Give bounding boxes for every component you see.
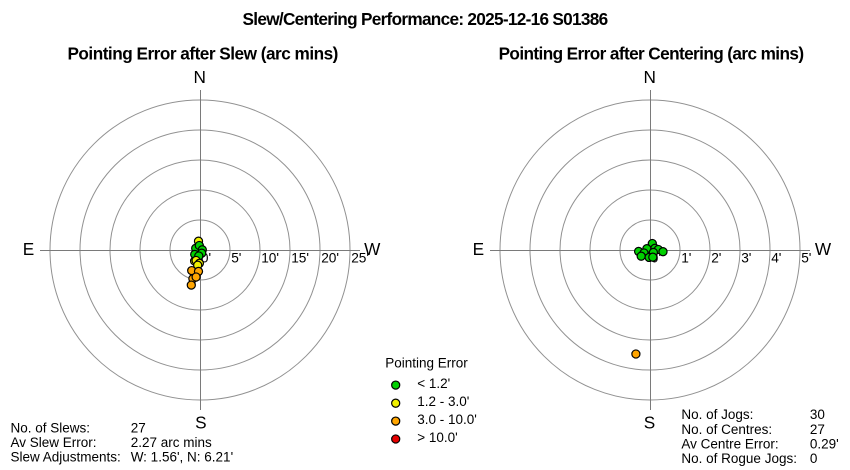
svg-text:2': 2' [711, 251, 721, 266]
svg-text:S: S [195, 413, 206, 433]
svg-text:Slew/Centering Performance: 20: Slew/Centering Performance: 2025-12-16 S… [243, 9, 608, 29]
svg-text:W: 1.56', N: 6.21': W: 1.56', N: 6.21' [131, 450, 233, 465]
svg-text:Pointing Error after Centering: Pointing Error after Centering (arc mins… [499, 44, 804, 64]
svg-text:27: 27 [131, 420, 146, 435]
svg-text:25': 25' [351, 251, 369, 266]
svg-text:3': 3' [741, 251, 751, 266]
svg-text:Av Slew Error:: Av Slew Error: [11, 435, 97, 450]
svg-text:N: N [193, 67, 205, 87]
svg-text:S: S [644, 413, 655, 433]
svg-text:15': 15' [291, 251, 309, 266]
svg-text:2.27 arc mins: 2.27 arc mins [131, 435, 212, 450]
svg-text:W: W [364, 239, 381, 259]
svg-text:30: 30 [810, 407, 825, 422]
svg-text:10': 10' [261, 251, 279, 266]
svg-text:Slew Adjustments:: Slew Adjustments: [11, 450, 121, 465]
svg-text:> 10.0': > 10.0' [417, 430, 458, 445]
svg-text:3.0 - 10.0': 3.0 - 10.0' [417, 412, 477, 427]
svg-text:Av Centre Error:: Av Centre Error: [681, 436, 778, 451]
svg-text:4': 4' [771, 251, 781, 266]
svg-text:0': 0' [201, 251, 211, 266]
svg-text:1.2 - 3.0': 1.2 - 3.0' [417, 394, 469, 409]
svg-text:No. of Jogs:: No. of Jogs: [681, 407, 753, 422]
svg-text:5': 5' [231, 251, 241, 266]
svg-text:Pointing Error: Pointing Error [385, 355, 468, 370]
svg-text:0.29': 0.29' [810, 436, 839, 451]
svg-text:E: E [23, 239, 34, 259]
svg-text:No. of Slews:: No. of Slews: [11, 420, 91, 435]
svg-text:E: E [473, 239, 484, 259]
svg-text:No. of Centres:: No. of Centres: [681, 422, 772, 437]
svg-text:20': 20' [321, 251, 339, 266]
svg-text:5': 5' [801, 251, 811, 266]
svg-text:1': 1' [681, 251, 691, 266]
svg-text:< 1.2': < 1.2' [417, 376, 450, 391]
svg-text:Pointing Error after Slew (arc: Pointing Error after Slew (arc mins) [67, 44, 337, 64]
svg-text:0: 0 [810, 451, 818, 466]
svg-text:27: 27 [810, 422, 825, 437]
svg-text:N: N [643, 67, 655, 87]
svg-text:W: W [815, 239, 832, 259]
svg-text:No. of Rogue Jogs:: No. of Rogue Jogs: [681, 451, 797, 466]
